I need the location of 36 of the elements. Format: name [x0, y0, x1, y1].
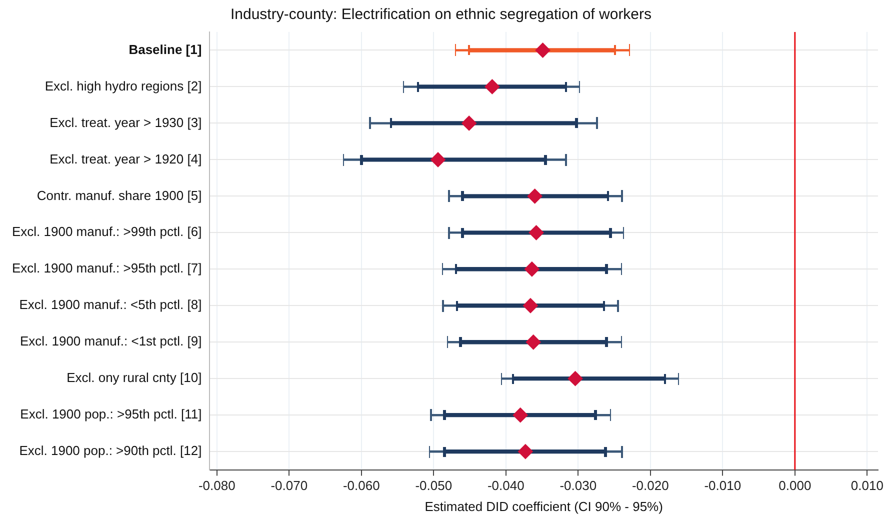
point	[535, 42, 550, 58]
point	[527, 188, 542, 204]
point	[518, 444, 533, 460]
x-tick-label: 0.010	[850, 478, 884, 494]
x-tick-label: 0.000	[778, 478, 812, 494]
point	[484, 79, 500, 94]
point	[522, 298, 538, 314]
x-tick-label: -0.030	[560, 478, 597, 494]
y-tick-label: Baseline [1]	[128, 42, 202, 57]
y-tick-label: Excl. 1900 pop.: >95th pctl. [11]	[20, 406, 202, 422]
point	[528, 225, 544, 240]
x-tick-label: -0.080	[198, 478, 236, 494]
x-tick-label: -0.060	[342, 478, 380, 494]
x-axis-title: Estimated DID coefficient (CI 90% - 95%)	[424, 498, 663, 514]
point	[524, 262, 540, 277]
y-tick-label: Excl. treat. year > 1920 [4]	[50, 151, 202, 166]
chart-title: Industry-county: Electrification on ethnic segregation of workers	[230, 6, 652, 24]
point	[568, 371, 583, 386]
x-tick-label: -0.010	[704, 478, 742, 494]
y-tick-label: Excl. ony rural cnty [10]	[66, 370, 202, 386]
y-tick-label: Contr. manuf. share 1900 [5]	[36, 188, 202, 203]
y-tick-label: Excl. treat. year > 1930 [3]	[50, 114, 202, 130]
point	[526, 334, 541, 350]
y-tick-label: Excl. 1900 manuf.: <5th pctl. [8]	[19, 297, 202, 312]
y-tick-label: Excl. 1900 manuf.: >99th pctl. [6]	[12, 224, 202, 240]
x-tick-label: -0.040	[487, 478, 524, 494]
y-tick-label: Excl. 1900 manuf.: >95th pctl. [7]	[12, 260, 202, 276]
y-tick-label: Excl. 1900 pop.: >90th pctl. [12]	[19, 443, 202, 458]
point	[512, 408, 528, 423]
x-tick-label: -0.070	[270, 478, 308, 494]
y-tick-label: Excl. 1900 manuf.: <1st pctl. [9]	[20, 334, 202, 349]
x-tick-label: -0.050	[415, 478, 452, 494]
point	[462, 116, 477, 131]
x-tick-label: -0.020	[632, 478, 669, 494]
y-tick-label: Excl. high hydro regions [2]	[44, 78, 202, 94]
point	[430, 152, 446, 168]
